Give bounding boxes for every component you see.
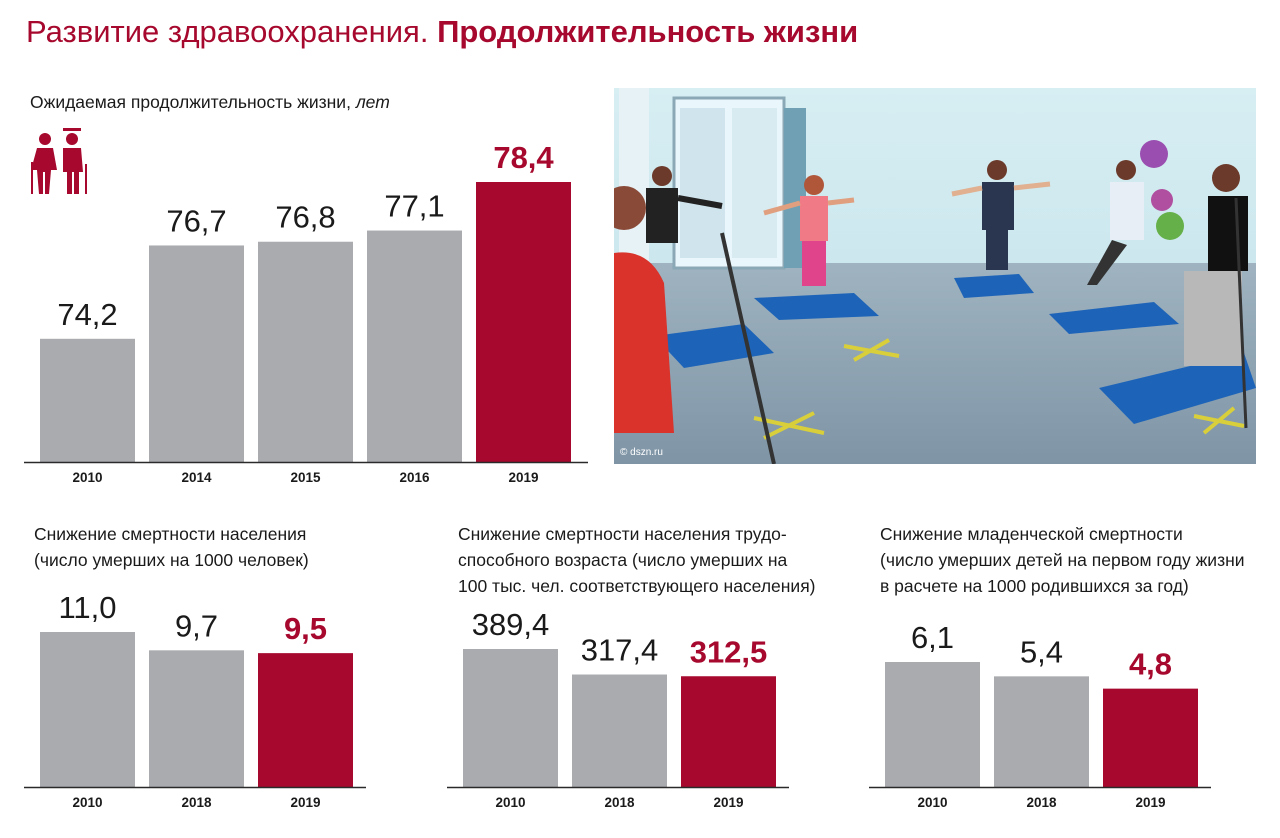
value-label-2019: 9,5 <box>284 611 327 646</box>
page-title: Развитие здравоохранения. Продолжительно… <box>26 14 858 50</box>
value-label-2010: 6,1 <box>911 620 954 655</box>
infant-title-line: (число умерших детей на первом году жизн… <box>880 550 1245 570</box>
bar-2010 <box>40 632 135 787</box>
value-label-2018: 9,7 <box>175 608 218 643</box>
tick-label-2015: 2015 <box>290 470 321 485</box>
value-label-2010: 74,2 <box>57 297 117 332</box>
mortality-title-line: (число умерших на 1000 человек) <box>34 550 309 570</box>
exercise-photo-illustration <box>614 88 1256 464</box>
bar-2019 <box>681 676 776 787</box>
working-mortality-chart-title: Снижение смертности населения трудо- спо… <box>458 521 816 599</box>
value-label-2018: 317,4 <box>581 633 659 668</box>
value-label-2019: 78,4 <box>493 140 554 175</box>
infant-mortality-chart-title: Снижение младенческой смертности (число … <box>880 521 1245 599</box>
tick-label-2010: 2010 <box>72 795 102 810</box>
value-label-2016: 77,1 <box>384 189 444 224</box>
tick-label-2010: 2010 <box>72 470 102 485</box>
bar-2010 <box>40 338 135 462</box>
bar-2019 <box>258 653 353 787</box>
mortality-chart-title: Снижение смертности населения (число уме… <box>34 521 309 573</box>
tick-label-2018: 2018 <box>1026 795 1057 810</box>
value-label-2018: 5,4 <box>1020 634 1063 669</box>
life-chart-title-text: Ожидаемая продолжительность жизни, <box>30 92 351 112</box>
bar-2010 <box>885 662 980 787</box>
page-title-light: Развитие здравоохранения. <box>26 14 429 49</box>
bar-2018 <box>572 674 667 787</box>
value-label-2010: 389,4 <box>472 607 550 642</box>
exercise-photo: © dszn.ru <box>614 88 1256 464</box>
tick-label-2019: 2019 <box>1135 795 1165 810</box>
tick-label-2010: 2010 <box>495 795 525 810</box>
bar-2018 <box>149 650 244 787</box>
tick-label-2018: 2018 <box>604 795 635 810</box>
bar-2015 <box>258 241 353 462</box>
mortality-title-line: Снижение смертности населения <box>34 524 307 544</box>
value-label-2019: 4,8 <box>1129 647 1172 682</box>
value-label-2014: 76,7 <box>166 203 226 238</box>
working-title-line: 100 тыс. чел. соответствующего населения… <box>458 576 816 596</box>
infant-title-line: Снижение младенческой смертности <box>880 524 1183 544</box>
working-title-line: способного возраста (число умерших на <box>458 550 788 570</box>
tick-label-2010: 2010 <box>917 795 947 810</box>
tick-label-2019: 2019 <box>290 795 320 810</box>
life-chart-title: Ожидаемая продолжительность жизни, лет <box>30 89 390 115</box>
elderly-couple-icon <box>31 128 87 194</box>
photo-credit: © dszn.ru <box>620 447 663 458</box>
people <box>614 160 1248 464</box>
tick-label-2016: 2016 <box>399 470 430 485</box>
bar-2010 <box>463 649 558 787</box>
bar-2016 <box>367 230 462 462</box>
bar-2019 <box>1103 688 1198 787</box>
value-label-2015: 76,8 <box>275 200 335 235</box>
value-label-2010: 11,0 <box>58 590 116 625</box>
tick-label-2019: 2019 <box>713 795 743 810</box>
page-title-bold: Продолжительность жизни <box>437 14 859 49</box>
tick-label-2019: 2019 <box>508 470 538 485</box>
bar-2014 <box>149 245 244 462</box>
working-title-line: Снижение смертности населения трудо- <box>458 524 787 544</box>
bar-2019 <box>476 182 571 462</box>
infant-title-line: в расчете на 1000 родившихся за год) <box>880 576 1189 596</box>
bar-2018 <box>994 676 1089 787</box>
tick-label-2018: 2018 <box>181 795 212 810</box>
value-label-2019: 312,5 <box>690 634 768 669</box>
tick-label-2014: 2014 <box>181 470 212 485</box>
life-chart-unit: лет <box>355 92 390 112</box>
